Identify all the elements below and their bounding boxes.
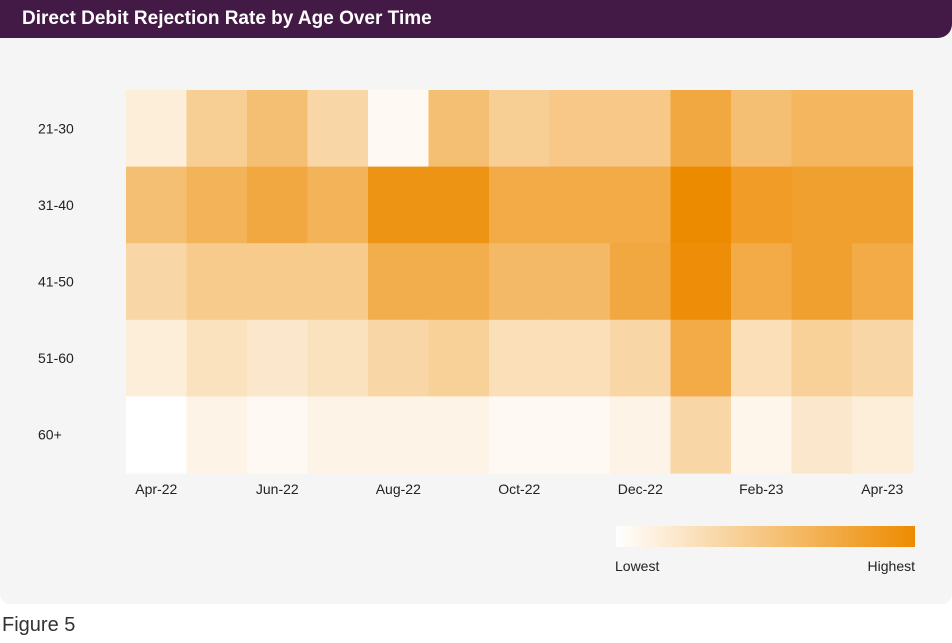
- color-legend: Lowest Highest: [615, 526, 915, 574]
- heatmap-cell: [489, 243, 551, 321]
- heatmap-cell: [731, 396, 793, 474]
- heatmap-cell: [610, 319, 672, 397]
- heatmap-cell: [126, 90, 188, 168]
- heatmap-cell: [126, 166, 188, 244]
- column-tick-label: Feb-23: [739, 481, 784, 497]
- figure-label: Figure 5: [2, 614, 76, 636]
- heatmap-cell: [731, 90, 793, 168]
- row-label: 60+: [38, 427, 62, 443]
- heatmap-cell: [368, 166, 430, 244]
- heatmap-cell: [186, 396, 248, 474]
- heatmap-cells: [126, 90, 914, 474]
- heatmap-cell: [791, 90, 853, 168]
- heatmap-cell: [307, 319, 369, 397]
- row-label: 51-60: [38, 350, 74, 366]
- column-tick-label: Jun-22: [256, 481, 299, 497]
- heatmap-cell: [610, 166, 672, 244]
- heatmap-cell: [428, 319, 490, 397]
- heatmap-cell: [670, 90, 732, 168]
- title-bar: Direct Debit Rejection Rate by Age Over …: [0, 0, 952, 38]
- legend-high-label: Highest: [868, 558, 916, 574]
- heatmap-cell: [186, 90, 248, 168]
- heatmap-cell: [368, 243, 430, 321]
- heatmap-cell: [247, 319, 309, 397]
- heatmap-cell: [670, 243, 732, 321]
- heatmap-cell: [549, 166, 611, 244]
- heatmap-cell: [428, 243, 490, 321]
- heatmap-cell: [247, 166, 309, 244]
- heatmap-cell: [428, 166, 490, 244]
- heatmap-cell: [549, 396, 611, 474]
- heatmap-chart: 21-30 31-40 41-50 51-60 60+ Apr-22 Jun-22 Aug-…: [38, 90, 915, 574]
- heatmap-cell: [670, 396, 732, 474]
- heatmap-cell: [852, 243, 914, 321]
- row-labels: 21-30 31-40 41-50 51-60 60+: [38, 120, 74, 442]
- heatmap-cell: [731, 243, 793, 321]
- column-tick-label: Apr-23: [861, 481, 903, 497]
- row-label: 41-50: [38, 274, 74, 290]
- heatmap-cell: [247, 243, 309, 321]
- heatmap-cell: [307, 90, 369, 168]
- heatmap-cell: [489, 90, 551, 168]
- column-labels: Apr-22 Jun-22 Aug-22 Oct-22 Dec-22 Feb-23 Apr-…: [135, 481, 903, 497]
- heatmap-cell: [428, 396, 490, 474]
- heatmap-cell: [186, 319, 248, 397]
- legend-low-label: Lowest: [615, 558, 659, 574]
- heatmap-cell: [126, 319, 188, 397]
- heatmap-cell: [126, 243, 188, 321]
- heatmap-cell: [852, 396, 914, 474]
- heatmap-cell: [186, 166, 248, 244]
- legend-gradient-bar: [616, 526, 915, 547]
- heatmap-cell: [368, 319, 430, 397]
- heatmap-cell: [731, 166, 793, 244]
- heatmap-cell: [247, 396, 309, 474]
- column-tick-label: Aug-22: [376, 481, 421, 497]
- row-label: 21-30: [38, 120, 74, 136]
- column-tick-label: Oct-22: [498, 481, 540, 497]
- heatmap-cell: [610, 90, 672, 168]
- heatmap-cell: [549, 319, 611, 397]
- chart-title: Direct Debit Rejection Rate by Age Over …: [22, 8, 432, 29]
- heatmap-cell: [307, 243, 369, 321]
- heatmap-cell: [549, 90, 611, 168]
- heatmap-cell: [670, 319, 732, 397]
- heatmap-cell: [852, 90, 914, 168]
- heatmap-cell: [791, 319, 853, 397]
- heatmap-cell: [610, 243, 672, 321]
- heatmap-cell: [489, 396, 551, 474]
- heatmap-cell: [791, 166, 853, 244]
- column-tick-label: Apr-22: [135, 481, 177, 497]
- heatmap-cell: [368, 396, 430, 474]
- heatmap-cell: [428, 90, 490, 168]
- row-label: 31-40: [38, 197, 74, 213]
- heatmap-cell: [852, 319, 914, 397]
- heatmap-cell: [307, 396, 369, 474]
- heatmap-cell: [731, 319, 793, 397]
- heatmap-cell: [307, 166, 369, 244]
- heatmap-cell: [852, 166, 914, 244]
- heatmap-cell: [791, 396, 853, 474]
- heatmap-cell: [186, 243, 248, 321]
- heatmap-cell: [670, 166, 732, 244]
- heatmap-cell: [489, 319, 551, 397]
- heatmap-cell: [489, 166, 551, 244]
- heatmap-cell: [610, 396, 672, 474]
- heatmap-cell: [549, 243, 611, 321]
- heatmap-cell: [791, 243, 853, 321]
- column-tick-label: Dec-22: [618, 481, 663, 497]
- heatmap-cell: [368, 90, 430, 168]
- heatmap-cell: [126, 396, 188, 474]
- heatmap-cell: [247, 90, 309, 168]
